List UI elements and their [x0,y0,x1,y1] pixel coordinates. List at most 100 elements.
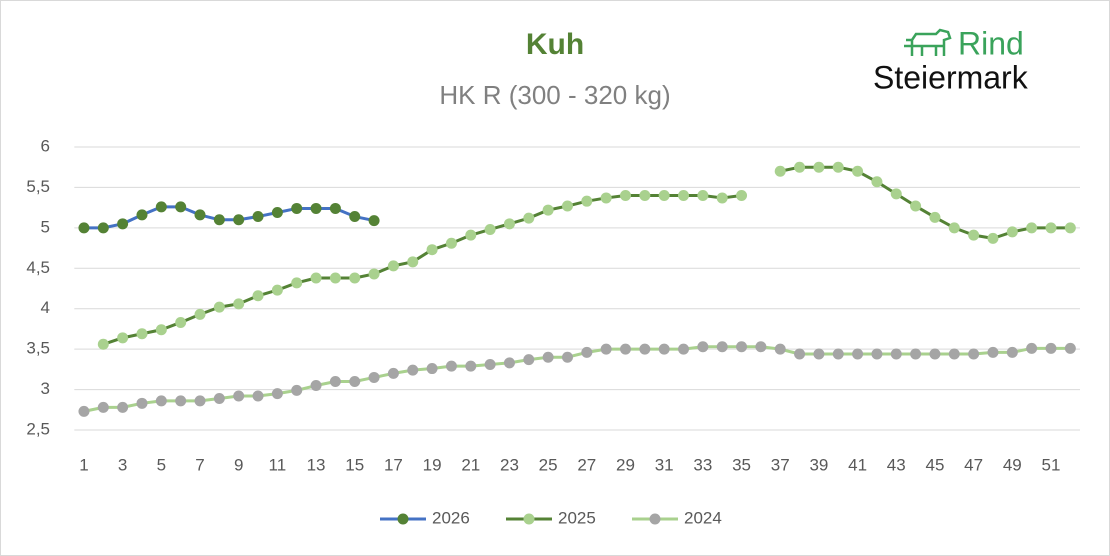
x-tick-label: 47 [964,455,983,474]
data-point [929,211,941,223]
data-point [465,229,477,241]
logo: Rind Steiermark [873,25,1029,95]
data-point [175,316,187,328]
data-point [484,359,496,371]
data-point [252,290,264,302]
legend-marker [397,513,409,525]
data-point [948,222,960,234]
x-tick-label: 13 [307,455,326,474]
data-point [968,348,980,360]
x-tick-label: 27 [577,455,596,474]
logo-text: Steiermark [873,59,1029,95]
data-point [503,218,515,230]
data-point [271,388,283,400]
x-tick-label: 11 [269,455,287,474]
legend-label: 2024 [684,508,722,527]
y-tick-label: 4,5 [26,258,50,277]
data-point [349,211,361,223]
data-point [910,200,922,212]
data-point [813,348,825,360]
data-point [929,348,941,360]
data-point [368,215,380,227]
data-point [368,371,380,383]
data-point [271,206,283,218]
data-point [716,192,728,204]
data-point [852,348,864,360]
data-point [155,324,167,336]
y-tick-label: 2,5 [26,419,50,438]
x-tick-label: 3 [118,455,127,474]
data-point [890,188,902,200]
x-tick-label: 29 [616,455,635,474]
data-point [233,298,245,310]
data-point [368,268,380,280]
x-tick-label: 43 [887,455,906,474]
data-point [1064,342,1076,354]
x-tick-label: 39 [809,455,828,474]
data-point [97,222,109,234]
data-point [233,390,245,402]
data-point [310,380,322,392]
data-point [136,328,148,340]
data-point [658,343,670,355]
data-point [639,343,651,355]
data-point [581,346,593,358]
data-point [291,384,303,396]
data-point [542,351,554,363]
data-point [1045,222,1057,234]
series-line [83,205,375,230]
data-point [639,190,651,202]
series-line [779,165,1071,240]
data-point [194,395,206,407]
legend-marker [649,513,661,525]
series-line [102,194,742,346]
data-point [97,401,109,413]
data-point [155,395,167,407]
x-tick-label: 31 [655,455,674,474]
data-point [233,214,245,226]
data-point [620,343,632,355]
data-point [852,165,864,177]
legend-label: 2026 [432,508,470,527]
data-point [523,354,535,366]
x-tick-label: 15 [345,455,364,474]
x-tick-label: 51 [1042,455,1061,474]
x-tick-label: 49 [1003,455,1022,474]
data-point [1045,342,1057,354]
data-point [426,363,438,375]
data-point [155,201,167,213]
data-point [78,405,90,417]
x-tick-label: 35 [732,455,751,474]
data-point [465,360,477,372]
data-point [291,277,303,289]
data-point [349,272,361,284]
y-tick-label: 3 [41,379,50,398]
data-point [561,351,573,363]
data-point [774,165,786,177]
data-point [175,395,187,407]
data-point [136,397,148,409]
data-point [813,161,825,173]
y-tick-label: 5,5 [26,177,50,196]
data-point [581,195,593,207]
y-tick-label: 3,5 [26,339,50,358]
data-point [349,375,361,387]
data-point [755,341,767,353]
data-point [310,272,322,284]
x-tick-label: 21 [461,455,480,474]
x-tick-label: 19 [423,455,442,474]
data-point [329,272,341,284]
data-point [620,190,632,202]
data-point [407,256,419,268]
logo-text: Rind [958,25,1024,61]
data-point [310,202,322,214]
data-point [774,343,786,355]
data-point [561,200,573,212]
data-point [271,284,283,296]
data-point [832,348,844,360]
data-point [329,375,341,387]
data-point [523,212,535,224]
x-tick-label: 37 [771,455,790,474]
